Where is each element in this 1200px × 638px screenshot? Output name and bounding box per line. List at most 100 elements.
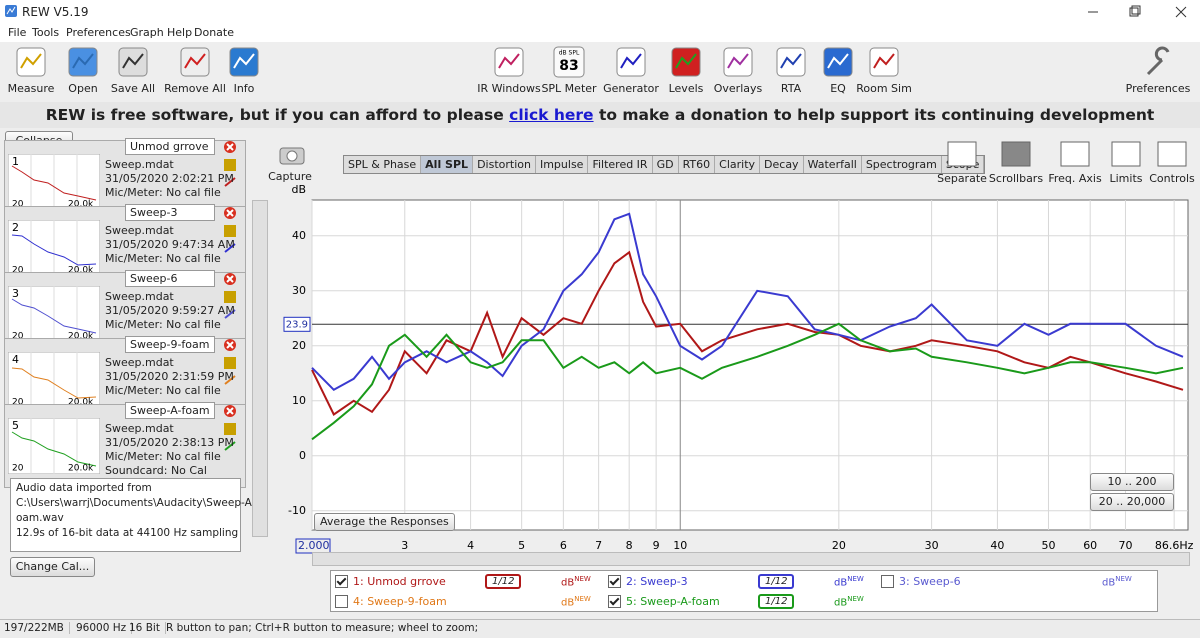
legend: 1: Unmod grrove 1/12 dBNEW 2: Sweep-3 1/12 dB… (330, 570, 1158, 612)
status-field: 197/222MB (4, 622, 70, 634)
legend-checkbox[interactable] (608, 575, 621, 588)
chart: dB -10 0 10 20 30 40 2.000 3 4 5 6 7 8 9 10 20 30 40 50 60 70… (283, 183, 1194, 554)
title-bar: REW V5.19 (0, 0, 1200, 24)
tool-icon (118, 47, 148, 77)
toolbar: Measure Open Save All Remove All Info IR Wind… (0, 42, 1200, 100)
graph-tab[interactable]: Impulse (536, 156, 589, 173)
icon-body (224, 423, 236, 435)
capture-icon (279, 147, 305, 165)
legend-checkbox[interactable] (881, 575, 894, 588)
tool-button[interactable]: Levels (668, 82, 704, 95)
tool-icon (180, 47, 210, 77)
measurement-name[interactable]: Sweep-A-foam (125, 402, 215, 419)
tool-button[interactable]: Info (233, 82, 255, 95)
graph-tool[interactable]: Separate (937, 172, 987, 185)
legend-checkbox[interactable] (608, 595, 621, 608)
average-button[interactable]: Average the Responses (314, 513, 455, 531)
graph-tool[interactable]: Scrollbars (988, 172, 1044, 185)
tool-icon (1001, 141, 1031, 167)
legend-name[interactable]: 5: Sweep-A-foam (626, 595, 720, 608)
graph-tab[interactable]: Spectrogram (862, 156, 942, 173)
legend-name[interactable]: 4: Sweep-9-foam (353, 595, 447, 608)
horizontal-scrollbar[interactable] (312, 552, 1190, 566)
menu-item[interactable]: Donate (194, 26, 234, 39)
range-button[interactable]: 10 .. 200 (1090, 473, 1174, 491)
range-button[interactable]: 20 .. 20,000 (1090, 493, 1174, 511)
legend-name[interactable]: 2: Sweep-3 (626, 575, 688, 588)
icon-body (224, 159, 236, 171)
tool-button[interactable]: Overlays (713, 82, 763, 95)
icon-glyph (224, 309, 236, 319)
remove-icon (224, 273, 236, 285)
thumb-max: 20.0k (68, 200, 94, 210)
tool-button[interactable]: RTA (780, 82, 802, 95)
graph-tab[interactable]: Clarity (715, 156, 761, 173)
tool-button[interactable]: Save All (110, 82, 156, 95)
graph-tab[interactable]: SPL & Phase (344, 156, 422, 173)
tool-icon (671, 47, 701, 77)
icon-body (1001, 141, 1031, 167)
tool-button[interactable]: IR Windows (477, 82, 541, 95)
banner-link[interactable]: click here (509, 106, 594, 124)
tool-button[interactable]: Preferences (1125, 82, 1191, 95)
smoothing-badge[interactable]: 1/12 (485, 574, 522, 589)
spl-value: 83 (559, 58, 578, 74)
x-tick-label: 86.6Hz (1155, 539, 1194, 552)
smoothing-badge[interactable]: 1/12 (758, 594, 795, 609)
x-tick-label: 7 (595, 539, 602, 552)
icon-glyph (226, 341, 234, 349)
graph-tab[interactable]: Decay (760, 156, 804, 173)
measurement-name[interactable]: Sweep-3 (125, 204, 215, 221)
x-tick-label: 20 (832, 539, 846, 552)
status-field: 16 Bit (129, 622, 166, 634)
tool-button[interactable]: Measure (7, 82, 55, 95)
icon-body (947, 141, 977, 167)
graph-tool[interactable]: Controls (1149, 172, 1195, 185)
measurement-name[interactable]: Sweep-6 (125, 270, 215, 287)
menu-item[interactable]: File (8, 26, 27, 39)
graph-tab[interactable]: RT60 (679, 156, 716, 173)
tool-icon (947, 141, 977, 167)
window-controls[interactable] (1080, 2, 1200, 22)
tool-button[interactable]: Remove All (164, 82, 226, 95)
tool-button[interactable]: Open (68, 82, 98, 95)
graph-tab[interactable]: Distortion (473, 156, 536, 173)
thumb-max: 20.0k (68, 398, 94, 408)
graph-tool[interactable]: Limits (1109, 172, 1143, 185)
measurement-name[interactable]: Sweep-9-foam (125, 336, 215, 353)
range-label: 20 .. 20,000 (1098, 495, 1166, 508)
graph-tab[interactable]: All SPL (421, 156, 474, 173)
tool-button[interactable]: Generator (603, 82, 659, 95)
edit-icon (224, 357, 236, 385)
measurement-file: Sweep.mdat (105, 422, 174, 435)
tool-icon (776, 47, 806, 77)
y-tick-label: 20 (292, 339, 306, 352)
graph-tab[interactable]: Filtered IR (588, 156, 653, 173)
tool-button[interactable]: EQ (830, 82, 846, 95)
list-scrollbar[interactable] (252, 200, 268, 537)
capture-label[interactable]: Capture (268, 170, 312, 183)
menu-item[interactable]: Tools (32, 26, 60, 39)
menu-item[interactable]: Graph (130, 26, 164, 39)
menu-item[interactable]: Help (167, 26, 193, 39)
menu-item[interactable]: Preferences (66, 26, 131, 39)
legend-name[interactable]: 1: Unmod grrove (353, 575, 446, 588)
graph-tab[interactable]: Waterfall (804, 156, 862, 173)
y-tick-label: 40 (292, 229, 306, 242)
icon-glyph (224, 375, 236, 385)
measurement-name[interactable]: Unmod grrove (125, 138, 215, 155)
graph-tab[interactable]: GD (653, 156, 679, 173)
measurement-date: 31/05/2020 9:59:27 AM (105, 304, 235, 317)
graph-tool[interactable]: Freq. Axis (1048, 172, 1102, 185)
change-cal-button[interactable]: Change Cal... (10, 557, 95, 577)
legend-checkbox[interactable] (335, 595, 348, 608)
smoothing-badge[interactable]: 1/12 (758, 574, 795, 589)
tool-icon (823, 47, 853, 77)
icon-body (224, 357, 236, 369)
legend-checkbox[interactable] (335, 575, 348, 588)
tool-button[interactable]: Room Sim (856, 82, 912, 95)
tool-button[interactable]: SPL Meter (541, 82, 597, 95)
edit-icon (224, 291, 236, 319)
legend-name[interactable]: 3: Sweep-6 (899, 575, 961, 588)
